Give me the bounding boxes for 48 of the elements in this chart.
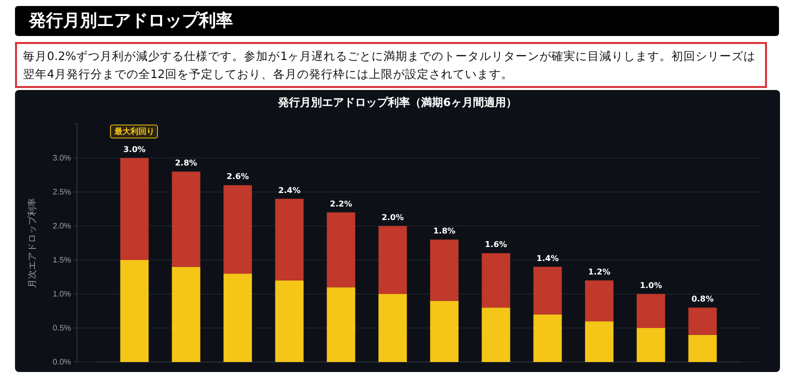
- total-label: 1.0%: [640, 281, 662, 290]
- total-label: 1.8%: [433, 226, 456, 236]
- bar: [378, 294, 407, 362]
- bar: [172, 266, 200, 362]
- y-tick-label: 2.0%: [52, 222, 71, 231]
- y-tick-label: 2.5%: [52, 188, 71, 197]
- y-tick-label: 0.5%: [52, 324, 71, 333]
- total-label: 3.0%: [123, 145, 146, 154]
- bar: [688, 308, 717, 335]
- annotation: 最大利回り: [113, 127, 154, 136]
- bar: [430, 240, 459, 301]
- bar: [688, 334, 717, 362]
- bar: [224, 274, 252, 362]
- total-label: 0.8%: [691, 294, 714, 304]
- total-label: 2.6%: [226, 172, 249, 182]
- total-label: 2.4%: [278, 186, 300, 195]
- bar: [378, 226, 407, 294]
- y-tick-label: 1.0%: [52, 290, 71, 299]
- total-label: 2.8%: [174, 158, 198, 168]
- bar: [275, 280, 304, 362]
- total-label: 2.0%: [382, 213, 404, 222]
- bar: [585, 321, 614, 362]
- y-tick-label: 0.0%: [52, 358, 71, 367]
- bar: [326, 212, 356, 288]
- total-label: 1.6%: [484, 240, 508, 250]
- bar: [585, 280, 614, 322]
- bar: [224, 185, 252, 274]
- y-tick-label: 3.0%: [52, 154, 71, 163]
- total-label: 2.2%: [330, 199, 352, 208]
- y-tick-label: 1.5%: [52, 256, 71, 265]
- bar: [275, 198, 304, 280]
- bar: [120, 158, 149, 260]
- bar: [430, 300, 459, 362]
- total-label: 1.4%: [536, 254, 559, 263]
- bar: [636, 328, 666, 362]
- bar: [482, 308, 510, 362]
- text: 毎月0.2%ずつ月利が減少する仕様です。参加が1ヶ月遅れるごとに満期までのトータルリターンが確実に目減りします。初回シリーズは翌年4月発行分までの全12回を予定しており、各月の発行枠には上限が設定されています。: [15, 42, 767, 88]
- total-label: 1.2%: [588, 267, 610, 276]
- bar: [326, 287, 356, 362]
- text: 発行月別エアドロップ利率: [15, 6, 779, 36]
- bar: [533, 314, 562, 362]
- bar: [482, 253, 510, 308]
- bar: [533, 266, 562, 314]
- y-axis-title: 月次エアドロップ利率: [27, 198, 38, 288]
- bar: [120, 260, 149, 362]
- bar: [172, 172, 200, 267]
- bar: [636, 294, 666, 328]
- chart-title: 発行月別エアドロップ利率（満期6ヶ月間適用）: [277, 96, 517, 109]
